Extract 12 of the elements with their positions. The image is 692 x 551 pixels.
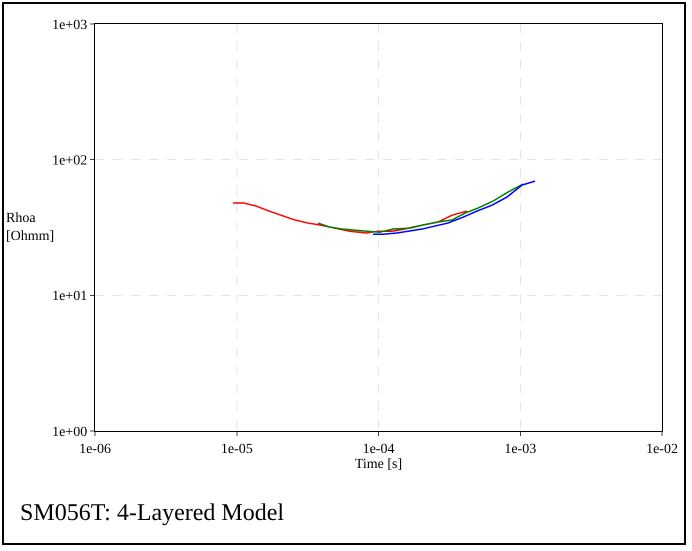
x-axis-title: Time [s] (354, 457, 402, 472)
x-tick-label: 1e-04 (362, 442, 394, 457)
y-axis-title: Rhoa [Ohmm] (6, 211, 54, 244)
x-tick-label: 1e-03 (504, 442, 536, 457)
x-tick-label: 1e-05 (220, 442, 253, 457)
x-tick-label: 1e-02 (646, 442, 678, 457)
y-tick-label: 1e+00 (52, 424, 88, 440)
x-tick-label: 1e-06 (79, 442, 111, 457)
y-tick-label: 1e+01 (52, 289, 88, 304)
y-tick-label: 1e+03 (52, 18, 88, 33)
y-tick-label: 1e+02 (52, 154, 88, 169)
text: SM056T: 4-Layered Model (20, 500, 284, 526)
